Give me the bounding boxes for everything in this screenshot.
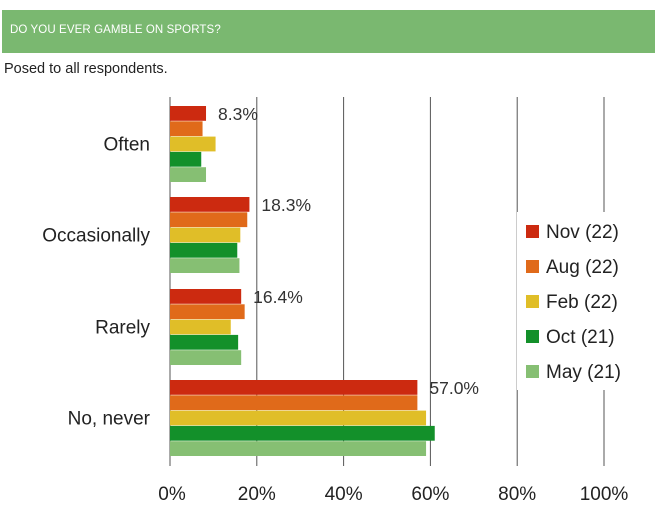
bar-no-never-series-0 bbox=[170, 380, 418, 395]
labels-layer: 0% 20% 40% 60% 80% 100% Often 8.3% Occasionally 1… bbox=[42, 104, 628, 505]
bar-occasionally-series-0 bbox=[170, 197, 250, 212]
category-label: Often bbox=[104, 134, 150, 155]
bar-often-series-2 bbox=[170, 136, 216, 152]
bar-rarely-series-3 bbox=[170, 334, 239, 350]
bar-often-series-3 bbox=[170, 151, 202, 167]
x-tick-label: 40% bbox=[325, 484, 363, 505]
category-label: No, never bbox=[68, 408, 151, 429]
legend-swatch bbox=[526, 330, 539, 343]
x-tick-label: 20% bbox=[238, 484, 276, 505]
category-label: Rarely bbox=[95, 317, 150, 338]
data-label: 8.3% bbox=[218, 104, 258, 124]
legend-swatch bbox=[526, 260, 539, 273]
x-tick-label: 100% bbox=[580, 484, 629, 505]
question-header: DO YOU EVER GAMBLE ON SPORTS? bbox=[2, 10, 655, 53]
legend-swatch bbox=[526, 225, 539, 238]
data-label: 16.4% bbox=[253, 287, 303, 307]
bar-rarely-series-2 bbox=[170, 319, 231, 335]
legend-label: May (21) bbox=[546, 362, 621, 383]
legend-label: Nov (22) bbox=[546, 222, 619, 243]
x-tick-label: 80% bbox=[498, 484, 536, 505]
bar-no-never-series-2 bbox=[170, 410, 427, 426]
bar-rarely-series-0 bbox=[170, 289, 242, 304]
bar-occasionally-series-3 bbox=[170, 242, 238, 258]
bars-layer bbox=[170, 106, 435, 456]
subtitle: Posed to all respondents. bbox=[4, 61, 168, 77]
legend-label: Oct (21) bbox=[546, 327, 615, 348]
bar-no-never-series-4 bbox=[170, 441, 427, 456]
bar-rarely-series-1 bbox=[170, 304, 245, 320]
bar-occasionally-series-1 bbox=[170, 212, 248, 228]
bar-often-series-1 bbox=[170, 121, 203, 137]
data-label: 18.3% bbox=[261, 195, 311, 215]
question-title: DO YOU EVER GAMBLE ON SPORTS? bbox=[10, 24, 221, 36]
legend-label: Aug (22) bbox=[546, 257, 619, 278]
legend-label: Feb (22) bbox=[546, 292, 618, 313]
x-tick-label: 0% bbox=[158, 484, 186, 505]
x-tick-label: 60% bbox=[411, 484, 449, 505]
category-label: Occasionally bbox=[42, 225, 150, 246]
bar-no-never-series-1 bbox=[170, 395, 418, 411]
legend-swatch bbox=[526, 295, 539, 308]
bar-no-never-series-3 bbox=[170, 425, 435, 441]
legend: Nov (22) Aug (22) Feb (22) Oct (21) May (21) bbox=[517, 212, 629, 390]
bar-rarely-series-4 bbox=[170, 350, 242, 365]
legend-swatch bbox=[526, 365, 539, 378]
data-label: 57.0% bbox=[429, 378, 479, 398]
bar-occasionally-series-2 bbox=[170, 227, 241, 243]
bar-often-series-4 bbox=[170, 167, 207, 182]
bar-occasionally-series-4 bbox=[170, 258, 240, 273]
bar-often-series-0 bbox=[170, 106, 207, 121]
